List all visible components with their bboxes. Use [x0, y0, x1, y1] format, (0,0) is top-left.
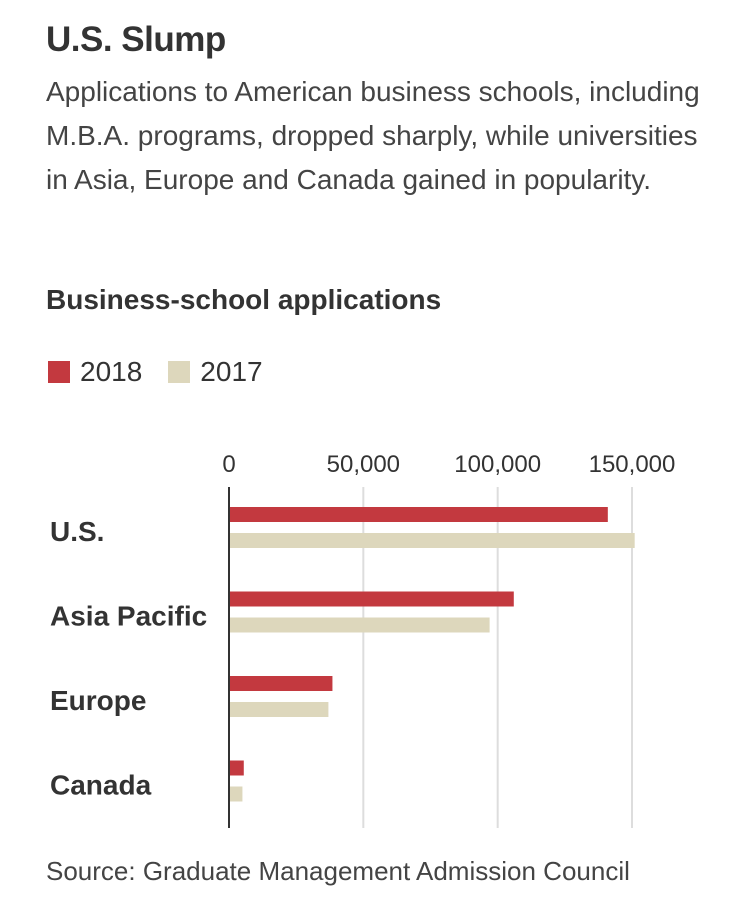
bar-asia-pacific-2018 — [229, 591, 514, 607]
chart-subtitle: Applications to American business school… — [46, 76, 700, 195]
bar-asia-pacific-2017 — [229, 617, 490, 633]
x-tick-label: 150,000 — [589, 451, 676, 478]
bar-u-s-2018 — [229, 507, 608, 522]
page-title: U.S. Slump — [46, 20, 226, 59]
category-label: Europe — [50, 685, 146, 716]
category-label: Canada — [50, 770, 152, 801]
legend-label-2017: 2017 — [200, 356, 263, 387]
bar-canada-2018 — [229, 760, 244, 776]
legend-item-2017: 2017 — [168, 356, 263, 388]
x-tick-label: 50,000 — [327, 451, 400, 478]
category-label: Asia Pacific — [50, 601, 207, 632]
x-tick-label: 0 — [222, 451, 235, 478]
bar-u-s-2017 — [229, 533, 635, 548]
legend-swatch-2017 — [168, 361, 191, 383]
legend: 2018 2017 — [48, 356, 289, 388]
legend-item-2018: 2018 — [48, 356, 142, 388]
bar-europe-2017 — [229, 702, 329, 717]
category-label: U.S. — [50, 516, 104, 547]
bar-europe-2018 — [229, 676, 333, 691]
x-tick-label: 100,000 — [454, 451, 541, 478]
legend-label-2018: 2018 — [80, 356, 143, 387]
bar-canada-2017 — [229, 786, 243, 802]
source-note: Source: Graduate Management Admission Co… — [46, 856, 630, 886]
chart-title: Business-school applications — [46, 284, 442, 315]
legend-swatch-2018 — [48, 361, 70, 383]
